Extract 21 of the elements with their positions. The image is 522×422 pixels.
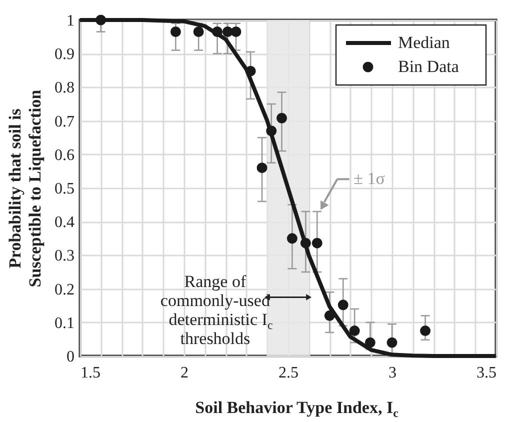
legend-label: Bin Data <box>398 57 460 76</box>
y-tick-label: 0.3 <box>54 248 74 265</box>
x-tick-label: 3.5 <box>476 364 496 382</box>
y-tick-label: 0.7 <box>54 113 74 130</box>
y-tick-label: 0 <box>66 348 74 366</box>
x-tick-label: 3 <box>388 364 396 382</box>
y-tick-label: 0.5 <box>54 180 74 198</box>
y-tick-label: 0.4 <box>54 214 74 232</box>
x-tick-label: 1.5 <box>80 364 100 382</box>
y-tick-label: 0.6 <box>54 146 74 164</box>
x-tick-label: 2.5 <box>278 364 298 382</box>
y-tick-label: 0.9 <box>54 46 74 64</box>
line-series <box>78 18 498 358</box>
y-tick-label: 1 <box>66 12 74 30</box>
annotation: ± 1σ <box>354 169 385 188</box>
x-tick-label: 2 <box>180 364 188 382</box>
legend-label: Median <box>398 33 450 52</box>
y-tick-label: 0.2 <box>54 281 74 298</box>
y-tick-label: 0.1 <box>54 314 74 332</box>
y-axis-title: Probability that soil is Susceptible to Liquefaction <box>6 89 44 288</box>
y-tick-label: 0.8 <box>54 80 74 97</box>
